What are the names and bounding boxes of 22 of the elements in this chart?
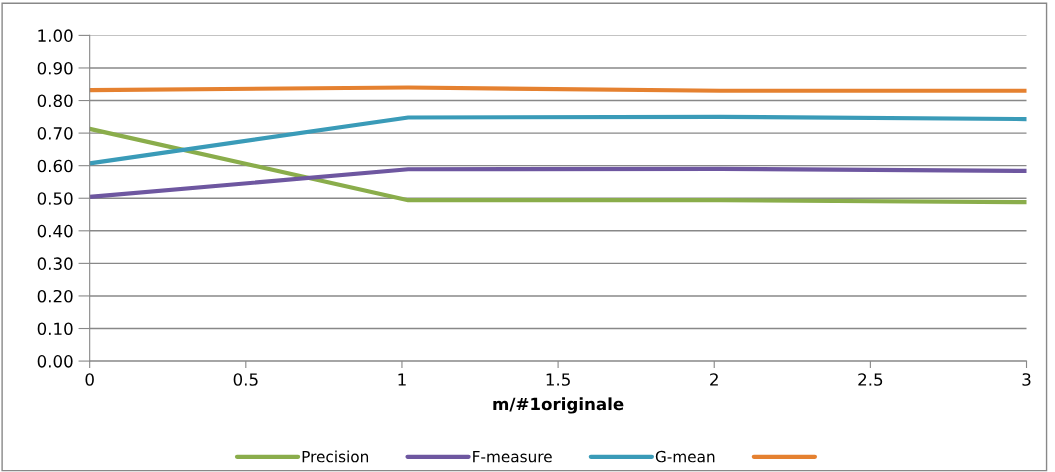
legend-label: F-measure — [473, 451, 552, 463]
x-tick-label: 0 — [85, 373, 94, 386]
legend-label: G-mean — [655, 450, 715, 463]
x-tick-label: 2.5 — [858, 373, 883, 386]
y-tick-label: 0.60 — [37, 159, 73, 173]
y-tick-label: 0.70 — [37, 127, 73, 140]
x-tick-label: 0.5 — [233, 373, 258, 386]
y-tick-label: 0.00 — [37, 355, 73, 368]
y-tick-label: 0.90 — [37, 61, 73, 75]
y-tick-label: 0.10 — [37, 322, 73, 336]
y-tick-label: 0.30 — [37, 257, 73, 270]
legend-label: Precision — [302, 450, 369, 463]
x-tick-label: 1 — [398, 373, 406, 386]
y-tick-label: 0.80 — [37, 94, 73, 108]
x-axis-title: m/#1originale — [493, 397, 624, 414]
x-tick-label: 3 — [1022, 373, 1031, 386]
x-tick-label: 1.5 — [546, 373, 570, 386]
y-tick-label: 0.50 — [37, 192, 73, 205]
y-tick-label: 1.00 — [38, 29, 73, 42]
x-tick-label: 2 — [710, 373, 718, 386]
y-tick-label: 0.20 — [37, 289, 73, 303]
y-tick-label: 0.40 — [37, 224, 73, 238]
